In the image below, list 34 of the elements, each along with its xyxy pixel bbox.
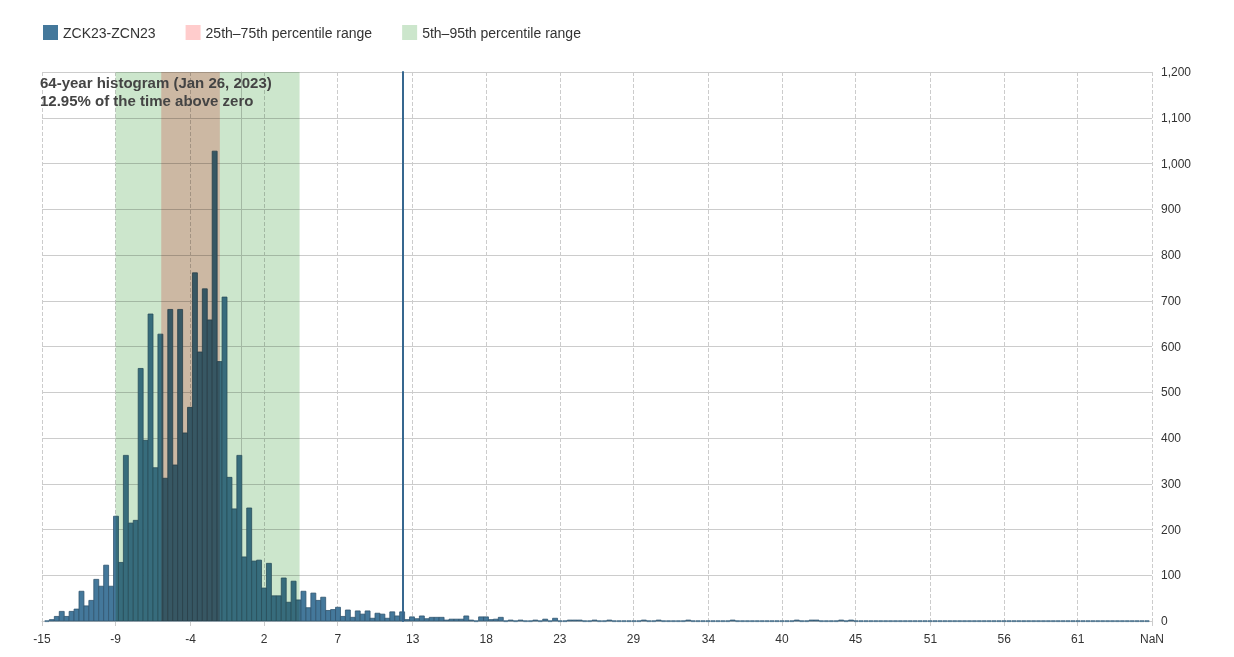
x-tick-label: 2 bbox=[260, 632, 268, 646]
y-tick-label: 1,200 bbox=[1161, 65, 1192, 79]
y-tick-label: 400 bbox=[1161, 431, 1182, 445]
x-tick-label: 40 bbox=[775, 632, 789, 646]
y-tick-label: 600 bbox=[1161, 339, 1182, 354]
y-tick-label: 700 bbox=[1161, 293, 1182, 308]
x-tick-label: 13 bbox=[406, 632, 420, 646]
x-tick-label: 23 bbox=[553, 632, 567, 646]
x-tick-label: 51 bbox=[923, 632, 938, 646]
x-tick-label: 45 bbox=[848, 632, 863, 646]
x-tick-label: -9 bbox=[110, 632, 122, 646]
x-tick-label: 29 bbox=[626, 632, 641, 646]
x-tick-label: 34 bbox=[701, 632, 716, 646]
chart-title: 64-year histogram (Jan 26, 2023) bbox=[40, 74, 272, 91]
y-tick-label: 900 bbox=[1161, 202, 1182, 217]
y-tick-label: 0 bbox=[1161, 614, 1168, 628]
y-tick-label: 200 bbox=[1161, 522, 1182, 537]
x-tick-label: 18 bbox=[479, 632, 494, 646]
text: 12.95% of the time above zero bbox=[40, 92, 254, 109]
x-tick-label: -15 bbox=[33, 632, 51, 646]
x-tick-label: -4 bbox=[185, 632, 197, 646]
legend-label: 5th–95th percentile range bbox=[422, 24, 582, 41]
x-tick-label: 61 bbox=[1071, 632, 1085, 646]
y-tick-label: 1,000 bbox=[1161, 156, 1192, 171]
x-tick-label: NaN bbox=[1139, 632, 1165, 646]
y-tick-label: 800 bbox=[1161, 248, 1182, 262]
x-tick-label: 56 bbox=[997, 632, 1012, 646]
y-tick-label: 500 bbox=[1161, 385, 1182, 400]
y-tick-label: 100 bbox=[1161, 568, 1182, 583]
y-tick-label: 1,100 bbox=[1161, 110, 1192, 125]
x-tick-label: 7 bbox=[334, 632, 342, 646]
y-tick-label: 300 bbox=[1161, 476, 1182, 491]
legend-label: 25th–75th percentile range bbox=[205, 24, 373, 41]
legend-label: ZCK23-ZCN23 bbox=[63, 24, 156, 41]
